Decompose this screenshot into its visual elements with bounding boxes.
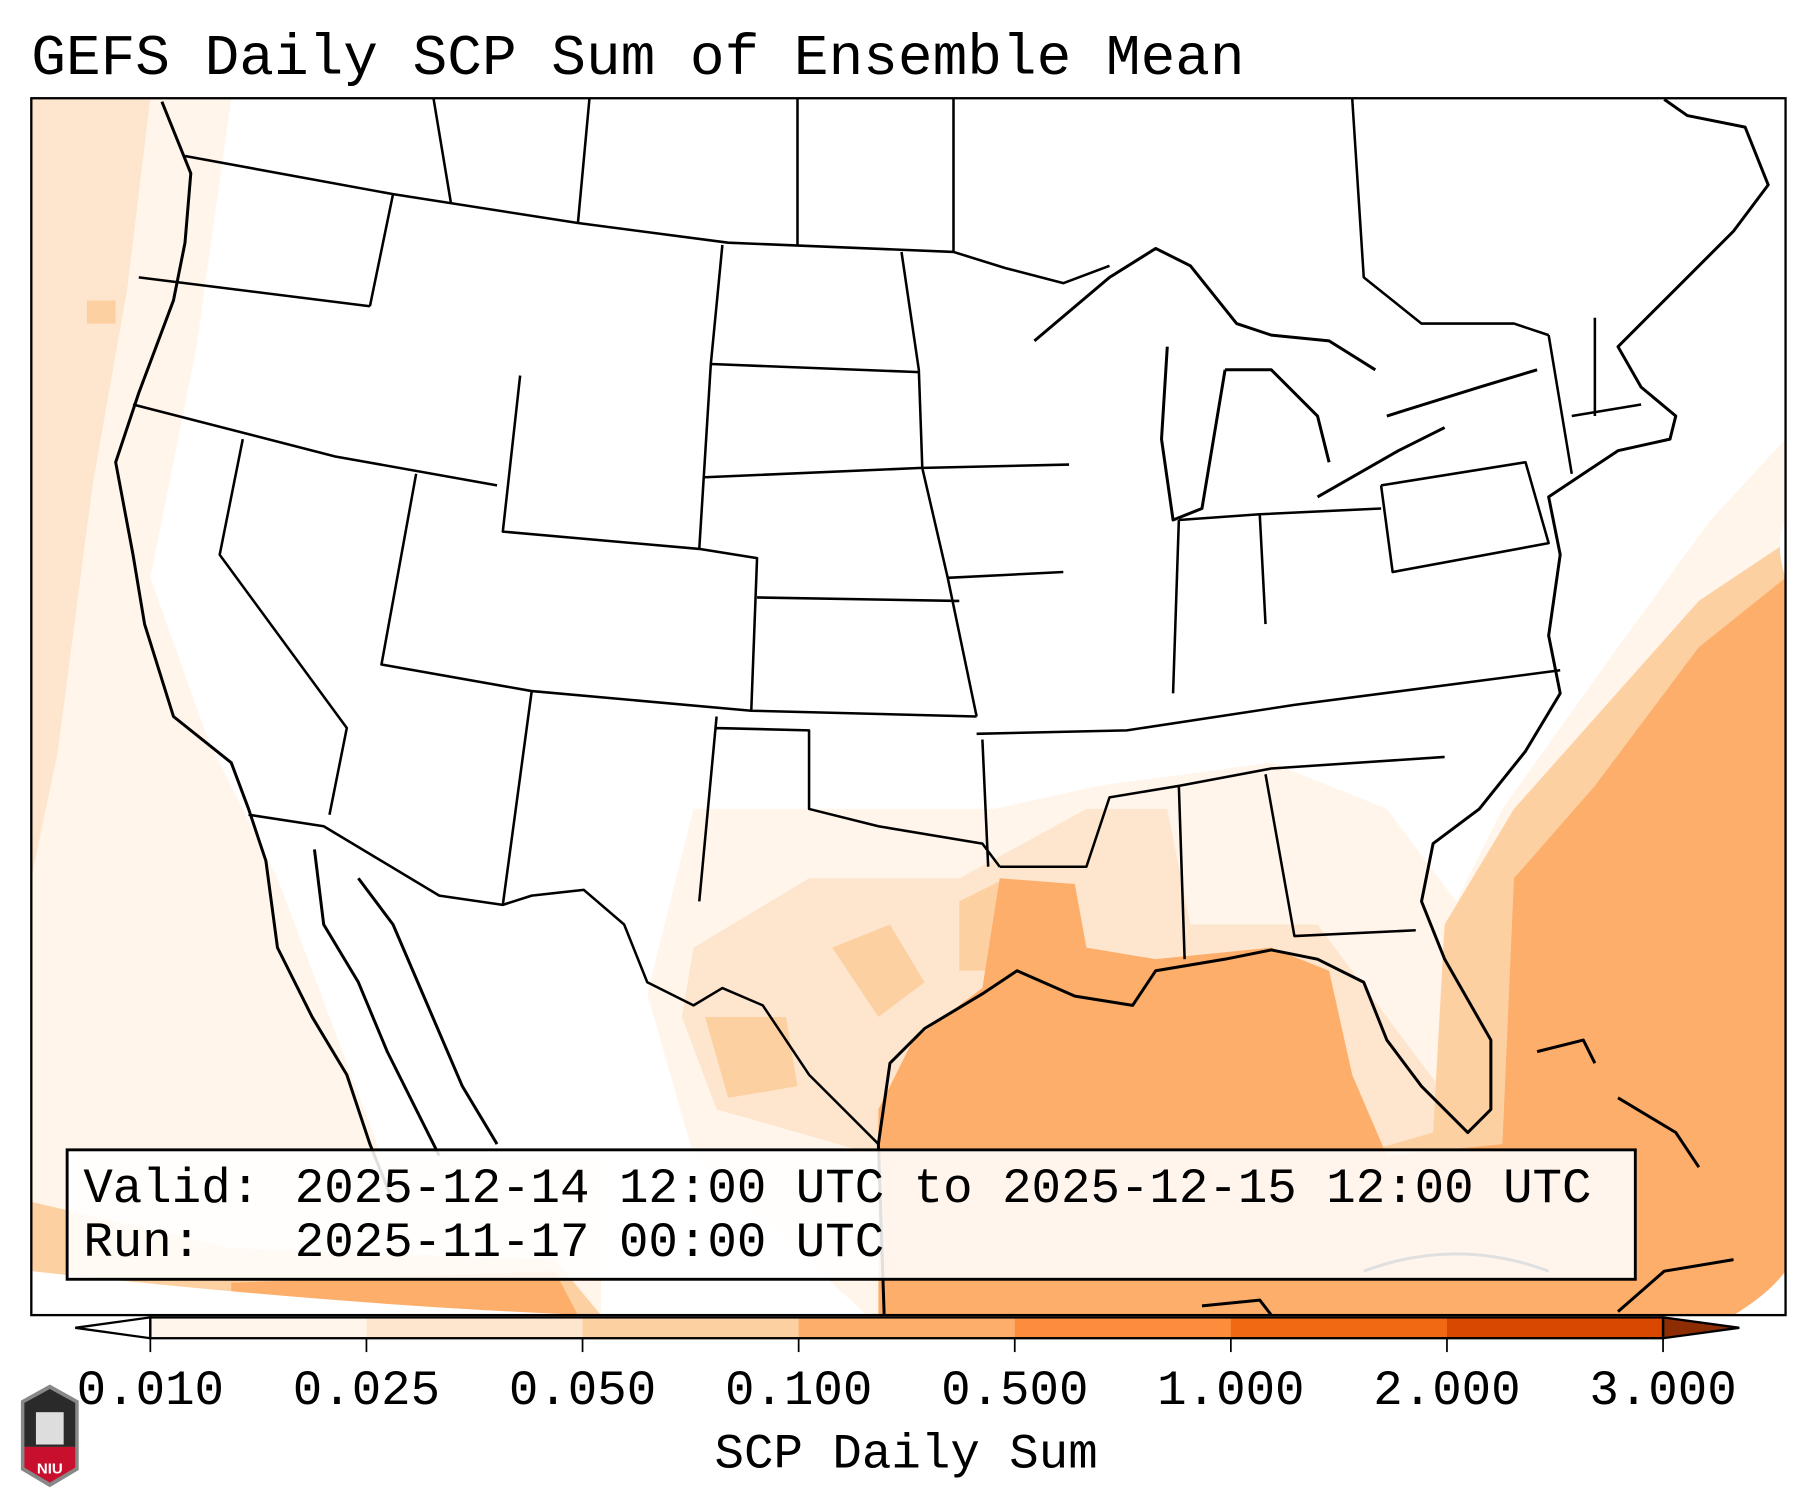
colorbar-tick-label: 0.100 — [725, 1363, 872, 1419]
colorbar-segment — [150, 1317, 368, 1339]
colorbar-segment — [1230, 1317, 1448, 1339]
colorbar-tick-label: 0.025 — [293, 1363, 440, 1419]
colorbar-tick-label: 0.010 — [77, 1363, 224, 1419]
colorbar-extend-over — [1661, 1316, 1740, 1340]
colorbar-tick-label: 3.000 — [1589, 1363, 1736, 1419]
run-value: 2025-11-17 00:00 UTC — [295, 1215, 884, 1271]
colorbar-tick-label: 1.000 — [1157, 1363, 1304, 1419]
map-frame — [30, 97, 1787, 1317]
shading-pacific-light — [31, 98, 602, 1316]
colorbar-segment — [582, 1317, 800, 1339]
info-box: Valid: 2025-12-14 12:00 UTC to 2025-12-1… — [65, 1148, 1637, 1281]
colorbar — [75, 1316, 1740, 1340]
border-us-mexico — [248, 813, 880, 1145]
valid-value: 2025-12-14 12:00 UTC to 2025-12-15 12:00… — [295, 1161, 1592, 1217]
svg-text:NIU: NIU — [37, 1460, 63, 1477]
shading-gulf-atlantic — [878, 577, 1786, 1316]
colorbar-extend-under — [75, 1316, 152, 1340]
colorbar-segment — [366, 1317, 584, 1339]
state-borders — [132, 98, 1642, 960]
colorbar-tick-label: 0.500 — [941, 1363, 1088, 1419]
colorbar-segment — [1446, 1317, 1664, 1339]
colorbar-segment — [1014, 1317, 1232, 1339]
map-panel — [30, 97, 1787, 1317]
border-us-canada — [184, 154, 1110, 285]
coastline-gulf — [876, 98, 1770, 1145]
chart-title: GEFS Daily SCP Sum of Ensemble Mean — [31, 27, 1244, 92]
colorbar-ticks: 0.010 0.025 0.050 0.100 0.500 1.000 2.000 3.000 — [77, 1338, 1737, 1419]
colorbar-label: SCP Daily Sum — [715, 1427, 1098, 1483]
shading-pacific-patch — [86, 300, 116, 324]
shading-texas-patch — [705, 878, 1018, 1098]
niu-logo: NIU — [20, 1384, 79, 1488]
colorbar-tick-label: 0.050 — [509, 1363, 656, 1419]
shading-pacific-medium — [31, 98, 151, 879]
colorbar-outline — [149, 1316, 1665, 1340]
colorbar-tick-label: 2.000 — [1373, 1363, 1520, 1419]
colorbar-segment — [798, 1317, 1016, 1339]
coastline-baja — [312, 849, 499, 1157]
valid-label: Valid: — [83, 1161, 260, 1217]
run-label: Run: — [83, 1215, 201, 1271]
coastline-great-lakes — [1033, 246, 1538, 522]
